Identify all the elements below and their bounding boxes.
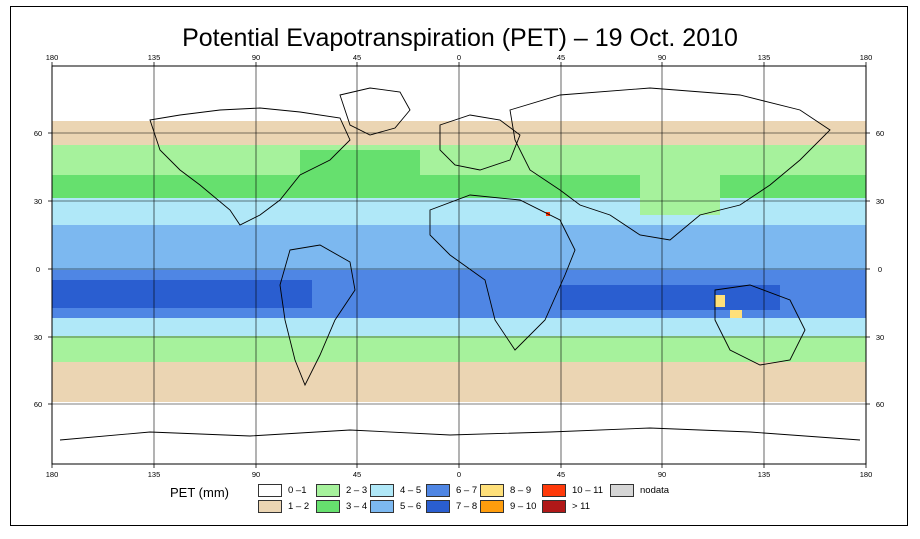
lon-label-top-6: 90 — [658, 53, 666, 62]
legend-swatch — [426, 484, 450, 497]
lon-label-top-4: 0 — [457, 53, 461, 62]
lat-label-right-1: 30 — [876, 197, 884, 206]
europe-outline — [439, 114, 521, 171]
lon-label-bottom-7: 135 — [758, 470, 771, 479]
lat-label-right-4: 60 — [876, 400, 884, 409]
lon-label-top-5: 45 — [557, 53, 565, 62]
legend-item-over-11: > 11 — [542, 499, 590, 514]
lon-label-bottom-5: 45 — [557, 470, 565, 479]
legend-swatch — [542, 500, 566, 513]
legend-item-0-1: 0 –1 — [258, 483, 307, 498]
lat-label-left-4: 60 — [34, 400, 42, 409]
legend-item-8-9: 8 – 9 — [480, 483, 531, 498]
legend-swatch — [480, 484, 504, 497]
lat-label-left-3: 30 — [34, 333, 42, 342]
legend-label: 8 – 9 — [510, 485, 532, 496]
coastlines — [59, 87, 861, 441]
legend-swatch — [542, 484, 566, 497]
legend: PET (mm) 0 –1 1 – 2 2 – 3 3 – 4 4 – 5 5 … — [170, 483, 730, 515]
legend-swatch — [370, 484, 394, 497]
legend-item-6-7: 6 – 7 — [426, 483, 477, 498]
australia-outline — [714, 284, 806, 366]
legend-item-2-3: 2 – 3 — [316, 483, 367, 498]
north-america-outline — [149, 107, 351, 226]
legend-item-nodata: nodata — [610, 483, 669, 498]
lon-label-bottom-8: 180 — [860, 470, 873, 479]
lon-label-top-2: 90 — [252, 53, 260, 62]
legend-item-4-5: 4 – 5 — [370, 483, 421, 498]
lat-label-left-1: 30 — [34, 197, 42, 206]
legend-label: 3 – 4 — [346, 501, 368, 512]
legend-label: 9 – 10 — [510, 501, 537, 512]
greenland-outline — [339, 87, 411, 136]
legend-swatch — [258, 500, 282, 513]
lon-label-top-1: 135 — [148, 53, 161, 62]
legend-item-7-8: 7 – 8 — [426, 499, 477, 514]
lat-label-left-0: 60 — [34, 129, 42, 138]
legend-label: 0 –1 — [288, 485, 307, 496]
lon-label-bottom-4: 0 — [457, 470, 461, 479]
legend-label: 2 – 3 — [346, 485, 368, 496]
patch-atlantic-green — [300, 150, 420, 195]
legend-swatch — [370, 500, 394, 513]
legend-swatch — [316, 484, 340, 497]
lon-label-bottom-1: 135 — [148, 470, 161, 479]
lon-label-bottom-3: 45 — [353, 470, 361, 479]
legend-label: 4 – 5 — [400, 485, 422, 496]
lon-label-top-8: 180 — [860, 53, 873, 62]
patch-australia-yellow-2 — [730, 310, 742, 318]
lat-label-left-2: 0 — [36, 265, 40, 274]
lon-label-bottom-2: 90 — [252, 470, 260, 479]
legend-item-1-2: 1 – 2 — [258, 499, 309, 514]
lon-label-top-0: 180 — [46, 53, 59, 62]
lat-label-right-2: 0 — [878, 265, 882, 274]
legend-item-9-10: 9 – 10 — [480, 499, 536, 514]
lat-label-right-3: 30 — [876, 333, 884, 342]
antarctica-outline — [59, 427, 861, 441]
patch-pacific-darkblue — [52, 280, 312, 308]
legend-item-3-4: 3 – 4 — [316, 499, 367, 514]
legend-swatch — [610, 484, 634, 497]
lon-label-bottom-0: 180 — [46, 470, 59, 479]
legend-label: 7 – 8 — [456, 501, 478, 512]
lon-label-top-7: 135 — [758, 53, 771, 62]
tick-marks — [48, 62, 870, 468]
patch-indian-darkblue — [560, 285, 780, 310]
patch-australia-yellow — [715, 295, 725, 307]
legend-label: 5 – 6 — [400, 501, 422, 512]
south-america-outline — [279, 244, 356, 387]
lon-label-bottom-6: 90 — [658, 470, 666, 479]
legend-swatch — [316, 500, 340, 513]
legend-label: 1 – 2 — [288, 501, 310, 512]
africa-outline — [429, 194, 576, 351]
legend-item-10-11: 10 – 11 — [542, 483, 603, 498]
lon-label-top-3: 45 — [353, 53, 361, 62]
graticule — [52, 66, 866, 464]
legend-label: nodata — [640, 485, 670, 496]
legend-title: PET (mm) — [170, 485, 229, 500]
legend-label: 10 – 11 — [572, 485, 603, 496]
patch-asia-lightgreen — [640, 175, 720, 215]
legend-swatch — [426, 500, 450, 513]
legend-label: 6 – 7 — [456, 485, 478, 496]
map-title: Potential Evapotranspiration (PET) – 19 … — [182, 24, 738, 52]
lat-label-right-0: 60 — [876, 129, 884, 138]
legend-label: > 11 — [572, 501, 591, 512]
legend-swatch — [480, 500, 504, 513]
legend-item-5-6: 5 – 6 — [370, 499, 421, 514]
legend-swatch — [258, 484, 282, 497]
asia-outline — [509, 87, 831, 241]
